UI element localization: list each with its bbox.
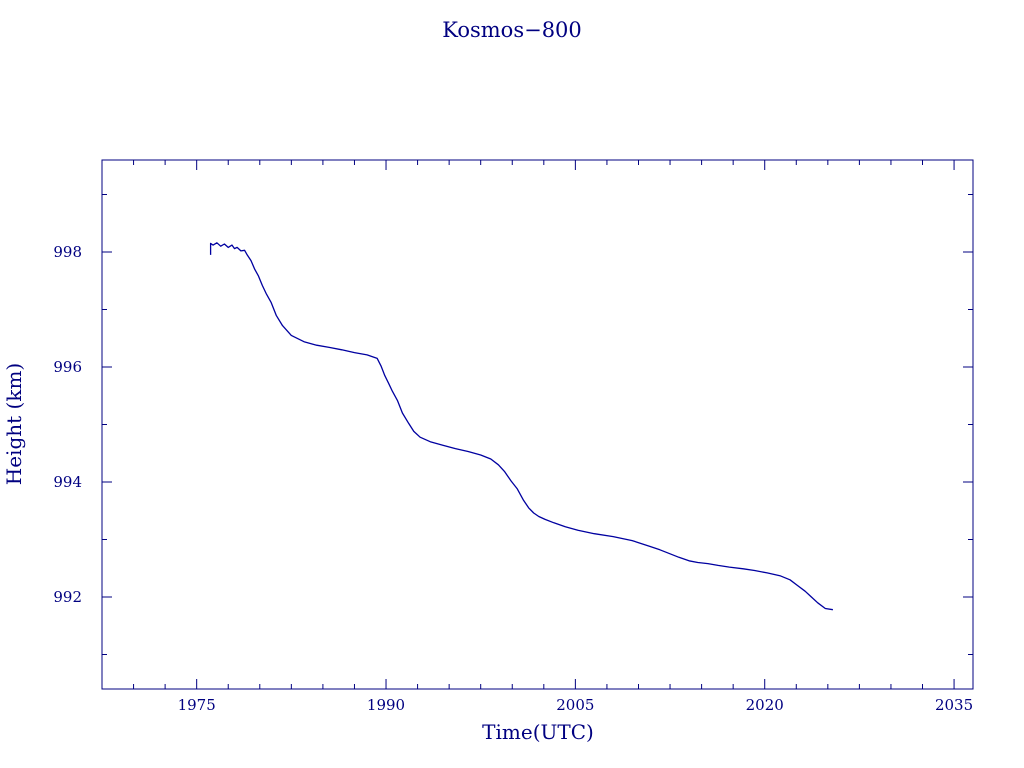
x-tick-label: 2005 [556,696,594,714]
y-tick-label: 992 [53,588,82,606]
x-tick-label: 2020 [746,696,784,714]
y-tick-label: 998 [53,243,82,261]
tick-labels: 1975 1990 2005 2020 2035 992 994 996 998 [53,243,973,714]
x-tick-label: 1990 [367,696,405,714]
x-tick-label: 2035 [935,696,973,714]
series-group [209,242,834,611]
x-tick-label: 1975 [178,696,216,714]
axis-ticks [101,160,973,689]
chart-title: Kosmos−800 [442,18,582,42]
plot-frame [101,159,974,690]
y-tick-label: 996 [53,358,82,376]
y-tick-label: 994 [53,473,82,491]
x-axis-label: Time(UTC) [482,720,594,744]
series-line [209,242,834,611]
y-axis-label: Height (km) [2,363,26,485]
